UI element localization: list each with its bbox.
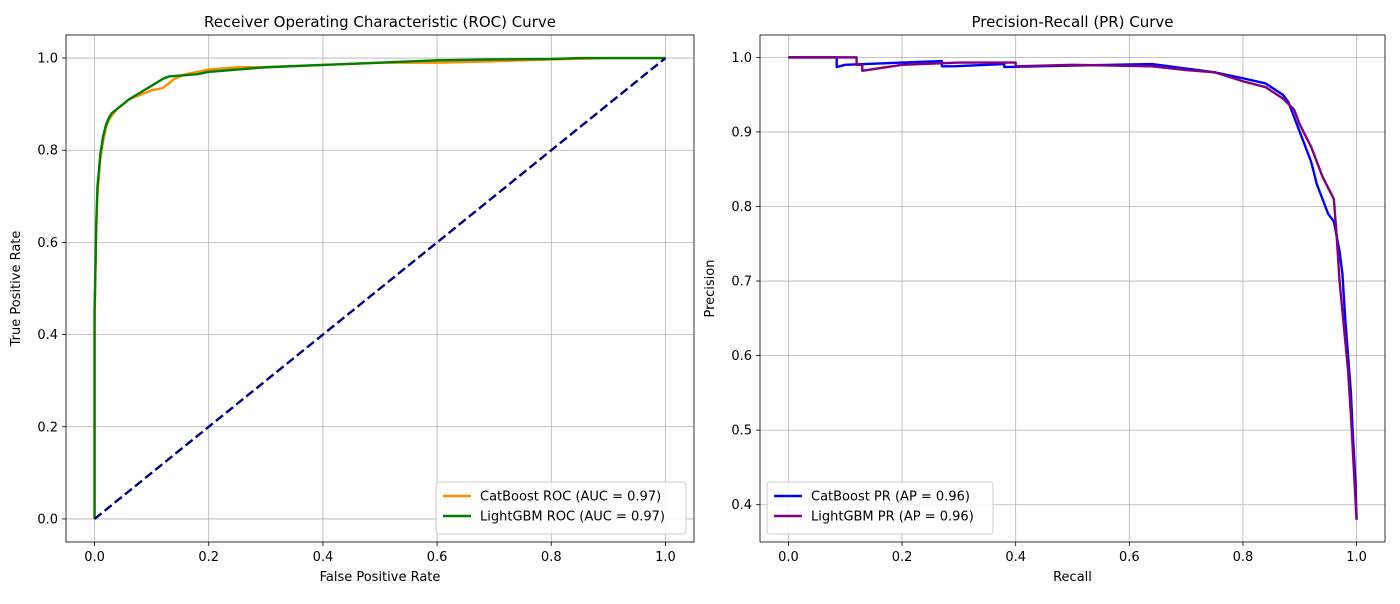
- y-tick-label: 1.0: [37, 52, 58, 67]
- y-tick-label: 0.8: [731, 200, 752, 215]
- x-tick-label: 0.2: [198, 550, 219, 565]
- y-tick-label: 1.0: [731, 51, 752, 66]
- legend-entry: CatBoost ROC (AUC = 0.97): [480, 490, 661, 505]
- x-tick-label: 0.0: [84, 550, 105, 565]
- x-tick-label: 0.0: [778, 550, 799, 565]
- chart-title: Receiver Operating Characteristic (ROC) …: [204, 13, 556, 31]
- chance-diagonal-line: [93, 57, 667, 520]
- x-tick-label: 1.0: [655, 550, 676, 565]
- x-tick-label: 0.8: [541, 550, 562, 565]
- x-tick-label: 1.0: [1346, 550, 1367, 565]
- x-axis-label: Recall: [1053, 570, 1092, 585]
- y-tick-label: 0.2: [37, 420, 58, 435]
- x-tick-label: 0.6: [1119, 550, 1140, 565]
- legend-entry: LightGBM PR (AP = 0.96): [811, 510, 974, 525]
- y-tick-label: 0.0: [37, 512, 58, 527]
- series-line: [788, 56, 1358, 520]
- y-tick-label: 0.6: [731, 349, 752, 364]
- y-axis-label: True Positive Rate: [9, 231, 24, 348]
- y-tick-label: 0.9: [731, 125, 752, 140]
- roc-chart: 0.0 0.2 0.4 0.6 0.8 1.0 0.0 0.2 0.4 0.6 0.8 1.0 Rece…: [9, 13, 695, 585]
- pr-chart: 0.0 0.2 0.4 0.6 0.8 1.0 0.4 0.5 0.6 0.7 0.8 0.9 1.0 P…: [703, 13, 1386, 585]
- legend: CatBoost PR (AP = 0.96) LightGBM PR (AP =…: [766, 481, 994, 535]
- series-line: [788, 56, 1358, 520]
- chart-title: Precision-Recall (PR) Curve: [971, 13, 1173, 31]
- y-tick-label: 0.8: [37, 144, 58, 159]
- y-tick-label: 0.5: [731, 424, 752, 439]
- legend-box: [766, 481, 994, 535]
- x-tick-label: 0.2: [892, 550, 913, 565]
- y-tick-label: 0.6: [37, 236, 58, 251]
- x-tick-label: 0.4: [1005, 550, 1026, 565]
- legend-entry: LightGBM ROC (AUC = 0.97): [480, 510, 665, 525]
- x-tick-label: 0.4: [313, 550, 334, 565]
- legend-entry: CatBoost PR (AP = 0.96): [811, 490, 970, 505]
- x-tick-label: 0.6: [427, 550, 448, 565]
- legend: CatBoost ROC (AUC = 0.97) LightGBM ROC (A…: [435, 481, 687, 535]
- plot-frame: [65, 34, 695, 543]
- y-tick-label: 0.4: [37, 328, 58, 343]
- series-line: [93, 56, 666, 519]
- plot-frame: [759, 34, 1386, 543]
- y-tick-label: 0.4: [731, 498, 752, 513]
- y-axis-label: Precision: [703, 259, 718, 317]
- x-axis-label: False Positive Rate: [320, 570, 441, 585]
- y-tick-label: 0.7: [731, 275, 752, 290]
- x-tick-label: 0.8: [1233, 550, 1254, 565]
- legend-box: [435, 481, 687, 535]
